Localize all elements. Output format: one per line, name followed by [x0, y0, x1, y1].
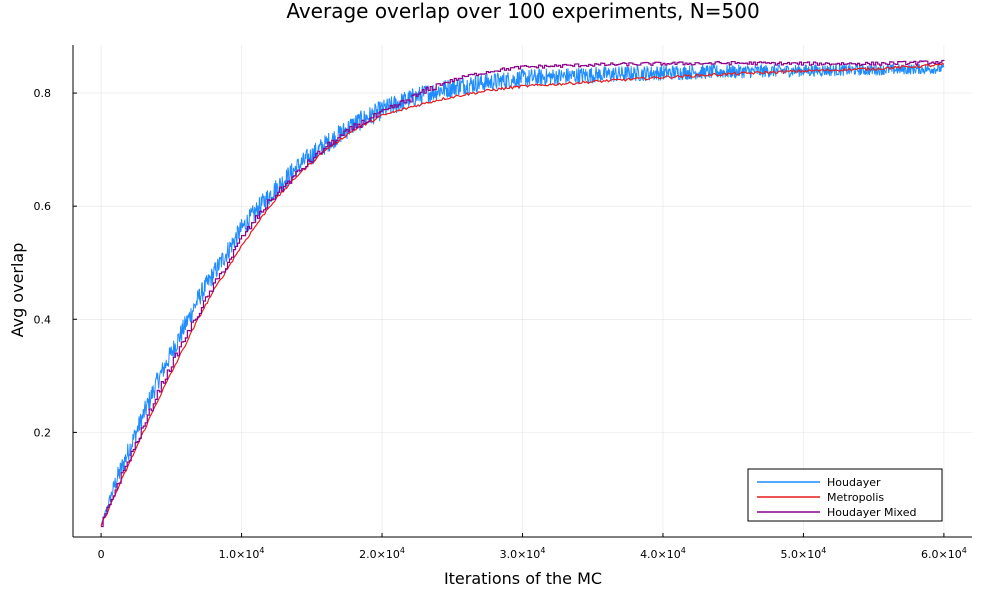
x-tick-exponent: 4: [821, 546, 826, 555]
y-tick-label: 0.8: [34, 87, 52, 100]
legend-label: Houdayer: [827, 476, 881, 489]
x-tick-exponent: 4: [681, 546, 686, 555]
y-axis-label: Avg overlap: [8, 243, 27, 338]
legend-label: Metropolis: [827, 491, 884, 504]
legend-label: Houdayer Mixed: [827, 506, 916, 519]
y-tick-label: 0.4: [34, 313, 52, 326]
axes-layer: 0 1.0×104 2.0×104 3.0×104 4.0×104 5.0×104 6.0×…: [34, 45, 972, 561]
y-tick-label: 0.6: [34, 200, 52, 213]
x-tick-label: 3.0×104: [500, 546, 546, 561]
x-tick-exponent: 4: [259, 546, 264, 555]
x-tick-exponent: 4: [400, 546, 405, 555]
x-tick-label: 1.0×104: [219, 546, 265, 561]
series-line-metropolis: [100, 62, 945, 527]
chart-title: Average overlap over 100 experiments, N=…: [286, 0, 759, 23]
series-line-houdayer: [100, 62, 945, 526]
x-tick-label: 2.0×104: [359, 546, 405, 561]
x-axis-label: Iterations of the MC: [444, 569, 602, 588]
x-tick-label: 5.0×104: [781, 546, 827, 561]
x-tick-exponent: 4: [962, 546, 967, 555]
series-line-houdayer-mixed: [101, 59, 945, 528]
series-layer: [100, 59, 945, 528]
x-tick-exponent: 4: [540, 546, 545, 555]
x-tick-label: 0: [98, 548, 105, 561]
legend: Houdayer Metropolis Houdayer Mixed: [747, 468, 943, 522]
x-tick-label: 6.0×104: [921, 546, 967, 561]
x-tick-label: 4.0×104: [640, 546, 686, 561]
grid-layer: [73, 45, 972, 537]
y-tick-label: 0.2: [34, 426, 52, 439]
